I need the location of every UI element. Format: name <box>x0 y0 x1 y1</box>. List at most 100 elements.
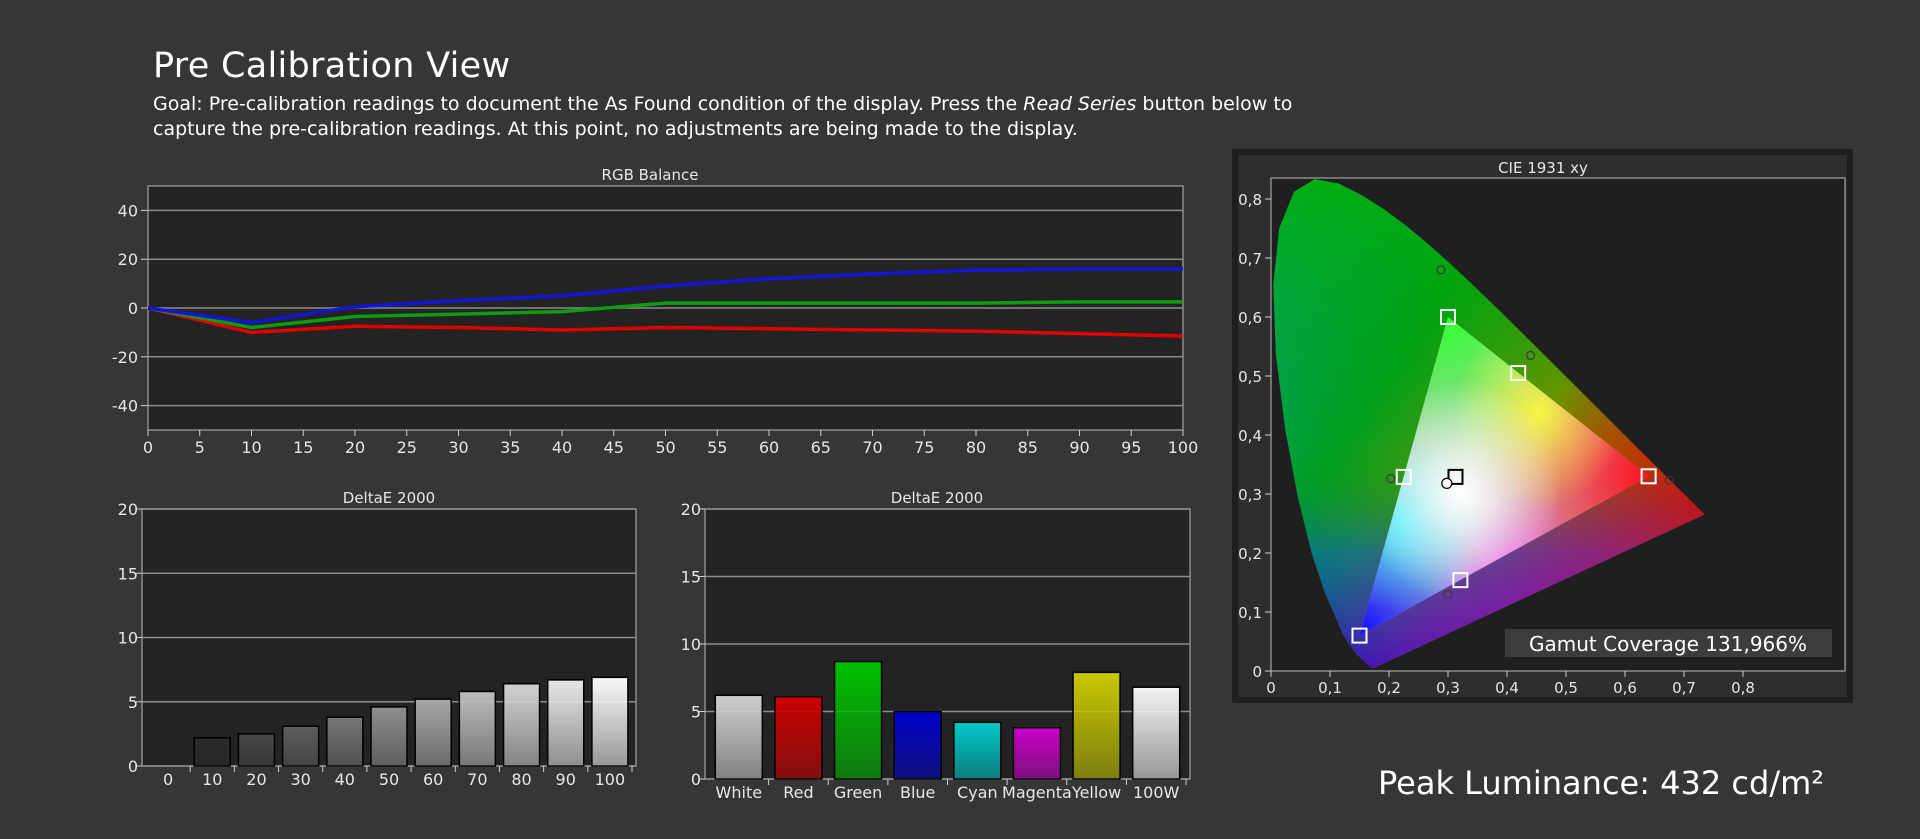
de-gray-bar-70 <box>458 690 497 767</box>
cie-xtick-label: 0,8 <box>1731 679 1755 697</box>
rgb-xtick-label: 50 <box>655 438 675 457</box>
de-gray-xtick-label: 20 <box>246 770 266 789</box>
de-gray-bar-50 <box>370 706 408 767</box>
cie-target-square <box>1440 309 1456 325</box>
de-color-bar-cyan <box>953 721 1002 780</box>
cie-xtick-label: 0,4 <box>1495 679 1519 697</box>
rgb-xtick-label: 10 <box>241 438 261 457</box>
de-gray-ytick-label: 5 <box>128 693 138 712</box>
de-gray-xtick-label: 10 <box>202 770 222 789</box>
de-color-ytick-label: 5 <box>691 703 701 722</box>
de-color-bar-red <box>774 695 823 780</box>
de-gray-bar-20 <box>237 733 276 767</box>
de-gray-ytick-label: 0 <box>128 757 138 776</box>
de-color-xtick-label: Cyan <box>957 783 998 802</box>
de-gray-ytick-label: 20 <box>118 500 138 519</box>
cie-measured-point <box>1441 477 1453 489</box>
goal-text-start: Goal: Pre-calibration readings to docume… <box>153 93 1024 115</box>
rgb-ytick-label: -20 <box>112 348 138 367</box>
de-color-xtick-label: Red <box>783 783 813 802</box>
rgb-xtick-label: 55 <box>707 438 727 457</box>
rgb-xtick-label: 70 <box>862 438 882 457</box>
cie-measured-point <box>1664 475 1674 486</box>
de-color-ytick-label: 0 <box>691 770 701 789</box>
cie-xtick-label: 0,1 <box>1318 679 1342 697</box>
rgb-ytick-label: 20 <box>118 250 138 269</box>
de-color-bar-blue <box>893 710 942 780</box>
rgb-xtick-label: 95 <box>1121 438 1141 457</box>
goal-read-series-emphasis: Read Series <box>1023 93 1137 115</box>
cie-xtick-label: 0 <box>1266 679 1276 697</box>
rgb-xtick-label: 45 <box>604 438 624 457</box>
de-color-ytick-label: 10 <box>681 635 701 654</box>
rgb-blue-series <box>147 267 1183 325</box>
de-gray-xtick-label: 40 <box>335 770 355 789</box>
de-gray-bar-10 <box>193 736 232 767</box>
de-color-xtick-label: White <box>716 783 763 802</box>
cie-target-square <box>1640 468 1657 485</box>
cie-target-square <box>1395 468 1412 485</box>
peak-luminance: Peak Luminance: 432 cd/m² <box>1378 764 1825 802</box>
cie-chart-title: CIE 1931 xy <box>1498 159 1588 177</box>
cie-ytick-label: 0,4 <box>1238 427 1262 445</box>
rgb-xtick-label: 0 <box>143 438 153 457</box>
de-color-bar-100w <box>1131 686 1181 780</box>
rgb-chart-title: RGB Balance <box>602 166 699 184</box>
de-gray-xtick-label: 30 <box>290 770 310 789</box>
cie-xtick-label: 0,6 <box>1613 679 1637 697</box>
de-color-xtick-label: Magenta <box>1002 783 1072 802</box>
de-gray-xtick-label: 50 <box>379 770 399 789</box>
rgb-xtick-label: 85 <box>1018 438 1038 457</box>
cie-target-square <box>1510 365 1527 382</box>
de-gray-xtick-label: 100 <box>595 770 626 789</box>
de-gray-bar-100 <box>591 676 629 767</box>
rgb-xtick-label: 100 <box>1168 438 1199 457</box>
de-color-chart-title: DeltaE 2000 <box>891 489 983 507</box>
de-gray-bar-60 <box>414 698 452 767</box>
rgb-xtick-label: 20 <box>345 438 365 457</box>
goal-description: Goal: Pre-calibration readings to docume… <box>153 92 1293 142</box>
de-color-xtick-label: Blue <box>900 783 935 802</box>
rgb-xtick-label: 15 <box>293 438 313 457</box>
cie-target-square <box>1447 468 1464 485</box>
de-color-ytick-label: 20 <box>681 500 701 519</box>
cie-ytick-label: 0,3 <box>1238 486 1262 504</box>
rgb-xtick-label: 65 <box>811 438 831 457</box>
cie-xtick-label: 0,7 <box>1672 679 1696 697</box>
rgb-xtick-label: 60 <box>759 438 779 457</box>
cie-ytick-label: 0,5 <box>1238 368 1262 386</box>
de-gray-chart-title: DeltaE 2000 <box>343 489 435 507</box>
rgb-ytick-label: -40 <box>112 397 138 416</box>
rgb-ytick-label: 0 <box>128 299 138 318</box>
cie-target-square <box>1351 627 1368 644</box>
cie-ytick-label: 0,1 <box>1238 604 1262 622</box>
de-gray-bar-40 <box>326 716 364 767</box>
rgb-xtick-label: 40 <box>552 438 572 457</box>
rgb-xtick-label: 30 <box>448 438 468 457</box>
rgb-xtick-label: 35 <box>500 438 520 457</box>
page-title: Pre Calibration View <box>153 46 511 86</box>
de-gray-xtick-label: 90 <box>556 770 576 789</box>
cie-measured-point <box>1443 589 1453 599</box>
cie-ytick-label: 0,7 <box>1238 250 1262 268</box>
de-color-bar-white <box>714 694 764 780</box>
cie-ytick-label: 0,2 <box>1238 545 1262 563</box>
svg-text:Gamut Coverage 131,966%: Gamut Coverage 131,966% <box>1529 632 1807 656</box>
de-color-xtick-label: Yellow <box>1071 783 1121 802</box>
rgb-red-series <box>147 306 1184 338</box>
de-color-bar-green <box>833 660 883 780</box>
gamut-coverage-label: Gamut Coverage 131,966% <box>1505 629 1832 657</box>
de-gray-xtick-label: 60 <box>423 770 443 789</box>
de-gray-bar-80 <box>502 683 541 767</box>
de-gray-xtick-label: 70 <box>467 770 487 789</box>
goal-text-end: button below to capture the pre-calibrat… <box>153 93 1293 140</box>
cie-ytick-label: 0 <box>1252 663 1262 681</box>
rgb-xtick-label: 90 <box>1069 438 1089 457</box>
cie-xtick-label: 0,3 <box>1436 679 1460 697</box>
cie-xtick-label: 0,2 <box>1377 679 1401 697</box>
rgb-xtick-label: 75 <box>914 438 934 457</box>
